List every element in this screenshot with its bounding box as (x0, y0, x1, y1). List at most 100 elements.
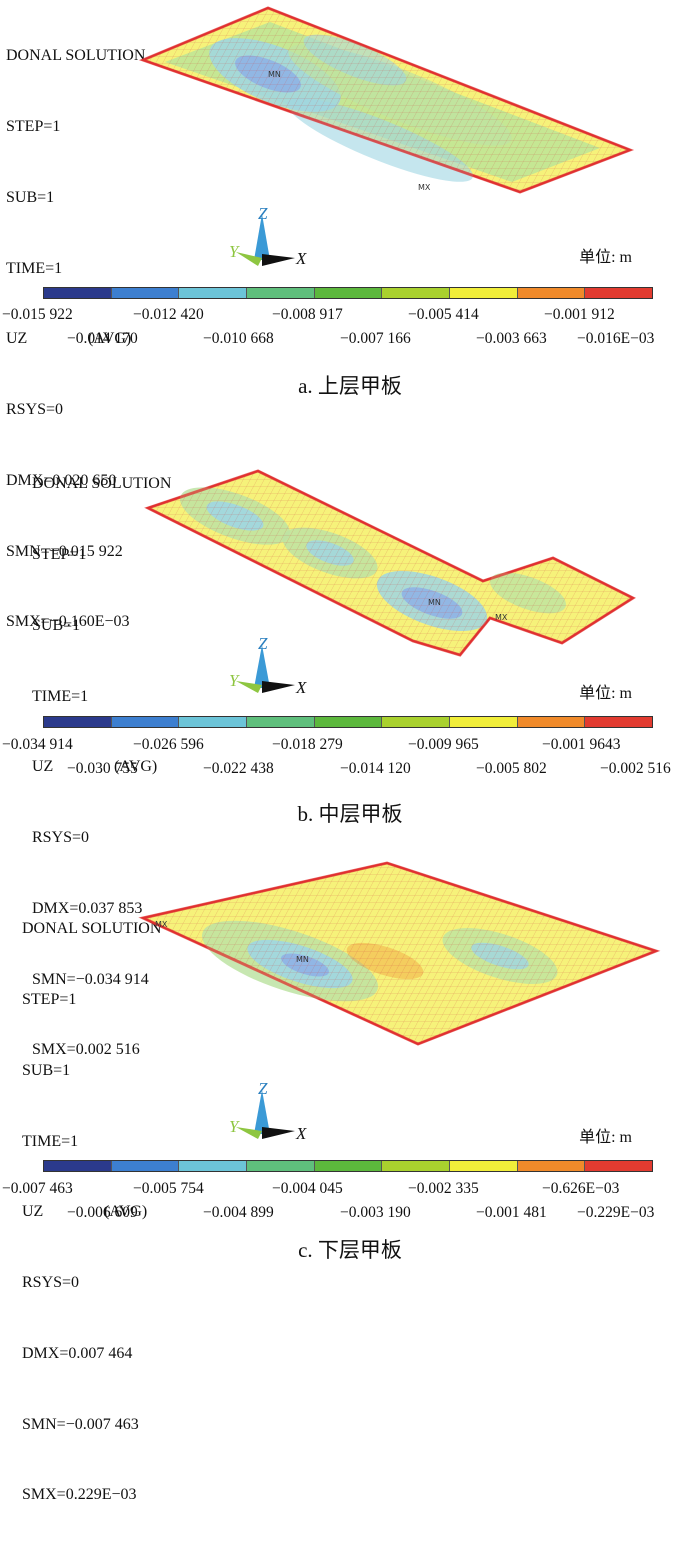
info-line: DONAL SOLUTION (6, 47, 146, 65)
tick-label: −0.001 9643 (542, 736, 621, 753)
tick-label: −0.007 463 (2, 1180, 73, 1197)
info-line: DMX=0.007 464 (22, 1344, 133, 1362)
legend-swatch (517, 288, 586, 298)
panel-c: DONAL SOLUTION STEP=1 SUB=1 TIME=1 UZ (AV… (0, 846, 700, 1503)
info-line: DONAL SOLUTION (32, 475, 172, 493)
tick-label: −0.006 609 (67, 1204, 138, 1221)
legend-swatch (44, 288, 112, 298)
panel-a: DONAL SOLUTION STEP=1 SUB=1 TIME=1 UZ (AV… (0, 0, 700, 630)
tick-label: −0.008 917 (272, 306, 343, 323)
legend-swatch (585, 717, 653, 727)
tick-label: −0.003 663 (476, 330, 547, 347)
legend-swatch (450, 717, 518, 727)
tick-label: −0.229E−03 (577, 1204, 655, 1221)
info-line-uz: UZ (AVG) (32, 755, 171, 779)
mn-label: MN (428, 598, 441, 607)
panel-b: DONAL SOLUTION STEP=1 SUB=1 TIME=1 UZ (AV… (0, 423, 700, 1058)
info-line: UZ (32, 758, 54, 776)
info-line: STEP=1 (6, 117, 61, 135)
tick-label: −0.009 965 (408, 736, 479, 753)
deck-contour-plot: MN MX (138, 6, 635, 194)
info-line: STEP=1 (22, 990, 77, 1008)
tick-label: −0.010 668 (203, 330, 274, 347)
deck-contour-plot: MX MN (138, 861, 661, 1046)
info-line: STEP=1 (32, 545, 87, 563)
info-line: TIME=1 (22, 1132, 79, 1150)
tick-label: −0.022 438 (203, 760, 274, 777)
plate-border (138, 6, 635, 194)
tick-label: −0.004 045 (272, 1180, 343, 1197)
mesh-overlay (143, 8, 630, 192)
legend-swatch (382, 1161, 451, 1171)
info-line: SMN=−0.007 463 (22, 1415, 139, 1433)
figure-caption: c. 下层甲板 (298, 1238, 402, 1262)
tick-label: −0.014 170 (67, 330, 138, 347)
y-axis-arrow (236, 1127, 262, 1139)
info-line: SUB=1 (6, 188, 55, 206)
color-legend (43, 716, 653, 728)
legend-swatch (450, 1161, 518, 1171)
mesh-overlay (148, 471, 633, 655)
info-line: RSYS=0 (6, 401, 64, 419)
info-line: SMN=−0.015 922 (6, 542, 123, 560)
color-legend (43, 287, 653, 299)
tick-label: −0.001 481 (476, 1204, 547, 1221)
tick-label: −0.003 190 (340, 1204, 411, 1221)
legend-swatch (44, 717, 112, 727)
avg-label: (AVG) (104, 1203, 148, 1221)
x-axis-label: X (295, 1124, 307, 1143)
tick-label: −0.007 166 (340, 330, 411, 347)
legend-swatch (44, 1161, 112, 1171)
tick-label: −0.004 899 (203, 1204, 274, 1221)
legend-swatch (517, 717, 586, 727)
info-line-uz: UZ (AVG) (6, 327, 145, 351)
tick-label: −0.034 914 (2, 736, 73, 753)
legend-swatch (247, 288, 315, 298)
legend-swatch (179, 288, 248, 298)
tick-label: −0.015 922 (2, 306, 73, 323)
solution-info: DONAL SOLUTION STEP=1 SUB=1 TIME=1 UZ (AV… (6, 0, 145, 681)
info-line: SMN=−0.034 914 (32, 970, 149, 988)
tick-label: −0.012 420 (133, 306, 204, 323)
legend-swatch (247, 717, 315, 727)
figure-caption: a. 上层甲板 (298, 374, 402, 398)
info-line: SMX=0.229E−03 (22, 1486, 137, 1504)
x-axis-arrow (262, 1127, 295, 1139)
avg-label: (AVG) (88, 330, 132, 348)
tick-label: −0.014 120 (340, 760, 411, 777)
legend-swatch (314, 1161, 383, 1171)
info-line: RSYS=0 (32, 829, 90, 847)
legend-swatch (111, 717, 180, 727)
legend-swatch (111, 1161, 180, 1171)
tick-label: −0.005 802 (476, 760, 547, 777)
legend-swatch (111, 288, 180, 298)
legend-swatch (382, 288, 451, 298)
info-line: TIME=1 (32, 687, 89, 705)
figure-caption: b. 中层甲板 (297, 802, 403, 826)
legend-swatch (585, 288, 653, 298)
mx-label: MX (418, 183, 431, 192)
tick-label: −0.018 279 (272, 736, 343, 753)
info-line: SMX=0.002 516 (32, 1041, 140, 1059)
tick-label: −0.005 754 (133, 1180, 204, 1197)
legend-swatch (517, 1161, 586, 1171)
info-line: TIME=1 (6, 259, 63, 277)
info-line-uz: UZ (AVG) (22, 1200, 161, 1224)
solution-info: DONAL SOLUTION STEP=1 SUB=1 TIME=1 UZ (AV… (32, 425, 171, 1109)
info-line: SUB=1 (32, 616, 81, 634)
legend-swatch (247, 1161, 315, 1171)
mx-label: MX (495, 613, 508, 622)
info-line: DMX=0.020 650 (6, 471, 117, 489)
info-line: DMX=0.037 853 (32, 899, 143, 917)
tick-label: −0.030 755 (67, 760, 138, 777)
info-line: DONAL SOLUTION (22, 920, 162, 938)
tick-label: −0.005 414 (408, 306, 479, 323)
deck-contour-plot: MN MX (144, 469, 637, 657)
legend-swatch (314, 717, 383, 727)
legend-swatch (179, 1161, 248, 1171)
legend-swatch (179, 717, 248, 727)
tick-label: −0.026 596 (133, 736, 204, 753)
tick-label: −0.626E−03 (542, 1180, 620, 1197)
legend-swatch (585, 1161, 653, 1171)
info-line: SMX=−0.160E−03 (6, 613, 130, 631)
